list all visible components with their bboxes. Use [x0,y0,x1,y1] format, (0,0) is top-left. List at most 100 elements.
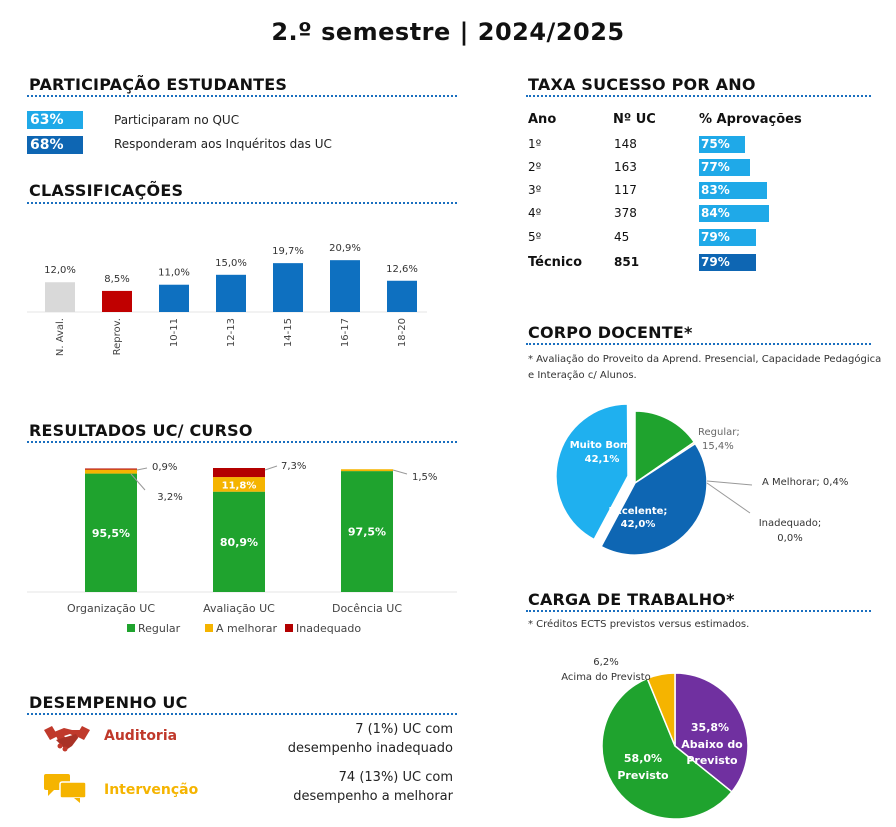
col-header-ano: Ano [528,112,557,127]
corpo-label-excelente-pct: 42,0% [621,519,656,530]
class-data-label: 8,5% [104,274,129,285]
auditoria-line-2: desempenho inadequado [287,741,453,756]
res-leader-line [264,465,278,471]
section-heading-resultados: RESULTADOS UC/ CURSO [29,421,253,440]
taxa-aprovacoes-bar: 79% [699,229,756,246]
class-tick-label: N. Aval. [55,318,66,356]
res-label-regular: 80,9% [220,536,258,549]
carga-label-acima-l2: Acima do Previsto [561,672,650,683]
response-badge: 68% [27,136,83,154]
class-bar [45,282,75,312]
taxa-nuc: 163 [614,160,637,174]
intervencao-text: 74 (13%) UC com desempenho a melhorar [293,768,453,806]
section-divider [27,713,457,715]
corpo-label-regular: Regular; [698,427,740,438]
legend-label: Regular [138,622,181,635]
carga-label-abaixo-l2: Abaixo do [681,738,743,751]
legend-label: A melhorar [216,622,278,635]
corpo-slice [634,410,696,485]
carga-slice [674,672,749,793]
section-divider [526,95,871,97]
corpo-slice [555,403,629,541]
taxa-ano: 2º [528,160,542,174]
res-bar-amelhorar [85,469,137,474]
col-header-aprovacoes: % Aprovações [699,112,802,127]
class-bar [159,284,189,312]
res-bar-inadequado [213,468,265,478]
taxa-nuc: 851 [614,255,640,269]
res-leader-line [130,473,146,491]
res-label-amelhorar: 11,8% [222,480,257,491]
taxa-aprovacoes-bar: 79% [699,254,756,271]
corpo-label-inadequado-pct: 0,0% [777,533,802,544]
class-bar [330,260,360,312]
class-bar [102,290,132,312]
section-divider [27,441,457,443]
section-divider [526,610,871,612]
corpo-label-amelhorar: A Melhorar; 0,4% [762,477,848,488]
chat-bubbles-icon [44,774,87,803]
class-tick-label: 10-11 [169,318,180,347]
res-label-amelhorar: 1,5% [412,472,437,483]
taxa-aprovacoes-bar: 77% [699,159,750,176]
class-data-label: 15,0% [215,258,247,269]
carga-label-abaixo-l3: Previsto [686,754,738,767]
section-divider [27,95,457,97]
corpo-label-regular-pct: 15,4% [702,441,734,452]
res-label-inadequado: 7,3% [281,461,306,472]
carga-note: * Créditos ECTS previstos versus estimad… [528,619,750,630]
participation-label: Participaram no QUC [114,113,240,127]
res-leader-line [392,469,408,475]
legend-swatch [127,624,135,632]
class-data-label: 20,9% [329,243,361,254]
carga-slice [646,672,676,747]
classificacoes-chart: 12,0% N. Aval. 8,5% Reprov. 11,0% 10-11 15,0% 1… [27,243,427,356]
res-bar-amelhorar [341,469,393,472]
carga-label-previsto: 58,0% [624,752,662,765]
intervencao-line-2: desempenho a melhorar [293,789,453,804]
taxa-nuc: 378 [614,206,637,220]
class-bar [387,280,417,312]
corpo-label-excelente: Excelente; [609,506,668,517]
section-heading-desempenho: DESEMPENHO UC [29,693,188,712]
class-data-label: 12,6% [386,264,418,275]
col-header-nuc: Nº UC [613,112,656,127]
class-data-label: 11,0% [158,268,190,279]
auditoria-label: Auditoria [104,728,178,744]
section-heading-carga: CARGA DE TRABALHO* [528,590,735,609]
legend-label: Inadequado [296,622,361,635]
res-category-label: Docência UC [332,602,402,615]
corpo-note-2: e Interação c/ Alunos. [528,370,637,381]
participation-badge: 63% [27,111,83,129]
corpo-leader-line [706,480,753,486]
class-data-label: 19,7% [272,246,304,257]
class-tick-label: Reprov. [112,318,123,355]
carga-trabalho-pie: 35,8% Abaixo do Previsto 58,0% Previsto 6,2% A… [561,657,749,820]
intervencao-line-1: 74 (13%) UC com [338,770,453,785]
section-heading-taxa: TAXA SUCESSO POR ANO [528,75,756,94]
carga-label-abaixo: 35,8% [691,721,729,734]
corpo-label-muitobom: Muito Bom; [570,440,635,451]
resultados-chart: 95,5% Organização UC 80,9% 11,8% Avaliação U… [27,461,457,635]
taxa-nuc: 148 [614,137,637,151]
taxa-ano: 5º [528,230,542,244]
intervencao-label: Intervenção [104,782,199,798]
taxa-ano: 4º [528,206,542,220]
taxa-aprovacoes-bar: 83% [699,182,767,199]
res-bar-regular [213,491,265,592]
class-tick-label: 14-15 [283,318,294,347]
taxa-ano: 1º [528,137,542,151]
class-tick-label: 12-13 [226,318,237,347]
section-heading-classificacoes: CLASSIFICAÇÕES [29,181,184,200]
res-label-regular: 95,5% [92,527,130,540]
res-leader-line [136,467,148,471]
res-label-amelhorar: 3,2% [157,492,182,503]
auditoria-text: 7 (1%) UC com desempenho inadequado [288,720,453,758]
corpo-label-inadequado: Inadequado; [759,518,822,529]
class-data-label: 12,0% [44,265,76,276]
class-bar [216,274,246,312]
carga-slice [601,677,733,820]
res-bar-regular [341,471,393,592]
handshake-icon [44,726,90,752]
carga-label-previsto-l2: Previsto [617,769,669,782]
